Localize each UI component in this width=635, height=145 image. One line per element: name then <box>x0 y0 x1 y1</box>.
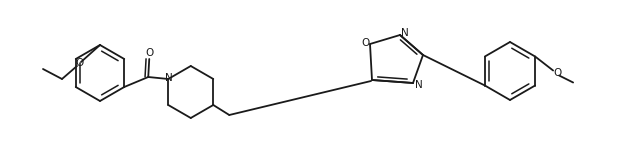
Text: O: O <box>145 48 154 58</box>
Text: O: O <box>76 58 84 68</box>
Text: N: N <box>415 80 423 90</box>
Text: N: N <box>401 28 409 38</box>
Text: O: O <box>553 68 561 77</box>
Text: O: O <box>361 38 369 48</box>
Text: N: N <box>165 73 173 83</box>
